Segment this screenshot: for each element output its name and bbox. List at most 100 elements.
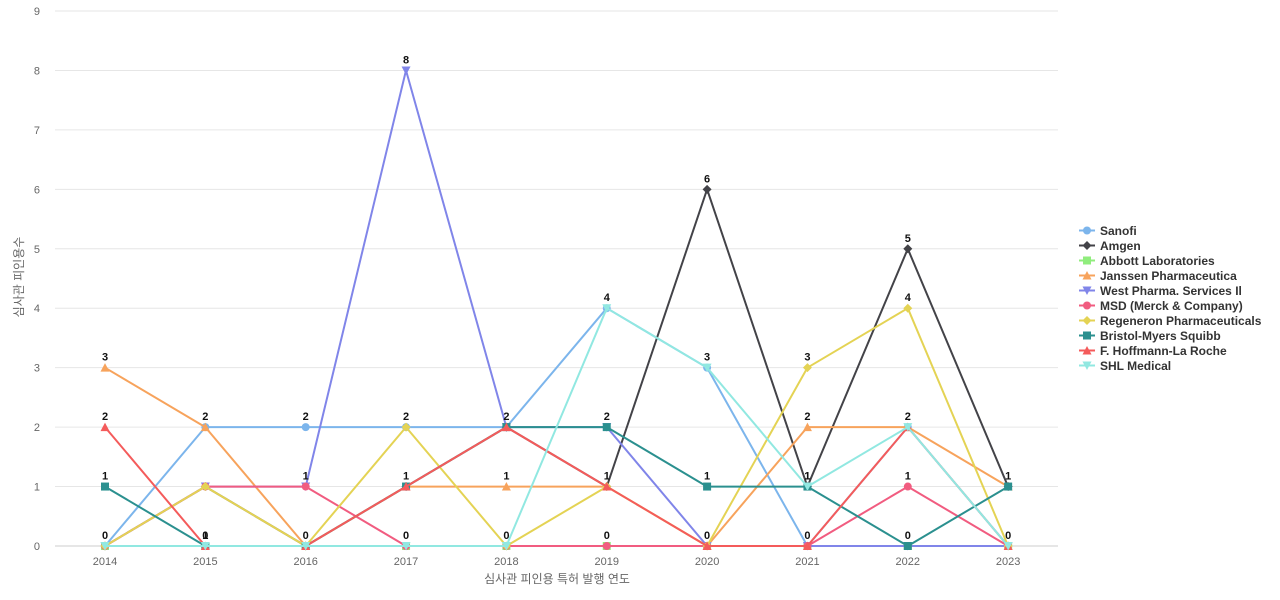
data-label: 3 bbox=[704, 352, 710, 364]
legend-item[interactable]: West Pharma. Services Il bbox=[1078, 283, 1261, 298]
x-tick-label: 2023 bbox=[996, 556, 1020, 568]
data-label: 0 bbox=[503, 530, 509, 542]
x-tick-label: 2019 bbox=[595, 556, 619, 568]
legend-symbol bbox=[1079, 301, 1095, 310]
y-axis-ticks: 0 1 2 3 4 5 6 7 8 9 bbox=[34, 6, 40, 553]
data-point[interactable] bbox=[903, 542, 912, 550]
data-label: 1 bbox=[905, 471, 911, 483]
data-point[interactable] bbox=[802, 422, 812, 432]
x-tick-label: 2021 bbox=[795, 556, 819, 568]
legend-symbol bbox=[1079, 361, 1095, 370]
data-label: 0 bbox=[1005, 530, 1011, 542]
data-point[interactable] bbox=[1004, 482, 1013, 491]
legend-item[interactable]: F. Hoffmann-La Roche bbox=[1078, 343, 1261, 358]
x-tick-label: 2018 bbox=[494, 556, 518, 568]
data-point[interactable] bbox=[903, 244, 913, 254]
data-point[interactable] bbox=[602, 542, 611, 550]
legend-label: F. Hoffmann-La Roche bbox=[1100, 343, 1227, 358]
data-point[interactable] bbox=[903, 423, 913, 432]
x-tick-label: 2017 bbox=[394, 556, 418, 568]
legend: Sanofi Amgen Abbott Laboratories Janssen Ph… bbox=[1078, 223, 1261, 373]
data-label: 0 bbox=[403, 530, 409, 542]
x-tick-label: 2014 bbox=[93, 556, 117, 568]
data-label: 2 bbox=[102, 411, 108, 423]
legend-symbol bbox=[1079, 241, 1095, 250]
grid-lines bbox=[55, 10, 1058, 547]
y-axis-title: 심사관 피인용수 bbox=[12, 237, 26, 318]
legend-marker bbox=[1082, 316, 1092, 325]
data-point[interactable] bbox=[200, 422, 210, 432]
legend-label: West Pharma. Services Il bbox=[1100, 283, 1242, 298]
data-label: 0 bbox=[704, 530, 710, 542]
data-point[interactable] bbox=[401, 422, 411, 432]
x-axis-ticks: 2014 2015 2016 2017 2018 2019 2020 2021 2022 2023 bbox=[93, 556, 1021, 568]
data-label: 0 bbox=[102, 530, 108, 542]
data-point[interactable] bbox=[101, 482, 109, 491]
data-point[interactable] bbox=[501, 542, 511, 551]
data-point[interactable] bbox=[301, 542, 311, 551]
data-point[interactable] bbox=[200, 482, 210, 492]
x-tick-label: 2022 bbox=[896, 556, 920, 568]
data-point[interactable] bbox=[100, 363, 110, 372]
data-label: 0 bbox=[202, 530, 208, 542]
data-point[interactable] bbox=[903, 303, 913, 313]
legend-symbol bbox=[1079, 286, 1095, 295]
data-point[interactable] bbox=[100, 422, 110, 432]
data-point[interactable] bbox=[401, 542, 411, 551]
legend-item[interactable]: Bristol-Myers Squibb bbox=[1078, 328, 1261, 343]
legend-marker bbox=[1082, 271, 1092, 280]
data-point[interactable] bbox=[602, 482, 612, 491]
data-point[interactable] bbox=[802, 482, 812, 492]
data-point[interactable] bbox=[501, 482, 511, 491]
data-point[interactable] bbox=[301, 423, 310, 432]
legend-item[interactable]: MSD (Merck & Company) bbox=[1078, 298, 1261, 313]
legend-marker bbox=[1082, 346, 1092, 355]
legend-label: MSD (Merck & Company) bbox=[1100, 298, 1243, 313]
data-label: 1 bbox=[804, 471, 810, 483]
data-point[interactable] bbox=[702, 541, 712, 551]
data-point[interactable] bbox=[1003, 542, 1013, 551]
data-point[interactable] bbox=[301, 482, 310, 491]
legend-item[interactable]: Amgen bbox=[1078, 238, 1261, 253]
legend-item[interactable]: Janssen Pharmaceutica bbox=[1078, 268, 1261, 283]
legend-item[interactable]: Abbott Laboratories bbox=[1078, 253, 1261, 268]
data-label: 0 bbox=[905, 530, 911, 542]
data-point[interactable] bbox=[100, 542, 110, 551]
data-point[interactable] bbox=[802, 541, 812, 551]
legend-item[interactable]: Regeneron Pharmaceuticals bbox=[1078, 313, 1261, 328]
legend-item[interactable]: SHL Medical bbox=[1078, 358, 1261, 373]
data-point[interactable] bbox=[501, 422, 511, 432]
legend-marker bbox=[1083, 256, 1091, 265]
data-label: 1 bbox=[403, 471, 409, 483]
data-point[interactable] bbox=[401, 482, 411, 491]
y-tick-label: 9 bbox=[34, 6, 40, 18]
y-tick-label: 2 bbox=[34, 422, 40, 434]
data-point[interactable] bbox=[702, 363, 712, 373]
data-label: 2 bbox=[303, 411, 309, 423]
legend-marker bbox=[1082, 241, 1092, 250]
data-label: 1 bbox=[102, 471, 108, 483]
data-label: 2 bbox=[905, 411, 911, 423]
data-label: 0 bbox=[303, 530, 309, 542]
series-group bbox=[100, 304, 1013, 551]
data-point[interactable] bbox=[703, 482, 712, 491]
legend-symbol bbox=[1079, 226, 1095, 235]
data-point[interactable] bbox=[702, 184, 712, 194]
data-point[interactable] bbox=[602, 304, 612, 313]
legend-symbol bbox=[1079, 346, 1095, 355]
data-label: 1 bbox=[704, 471, 710, 483]
data-point[interactable] bbox=[401, 66, 411, 75]
data-label: 4 bbox=[905, 292, 912, 304]
legend-label: Janssen Pharmaceutica bbox=[1100, 268, 1237, 283]
y-tick-label: 7 bbox=[34, 125, 40, 137]
data-point[interactable] bbox=[602, 423, 611, 432]
legend-item[interactable]: Sanofi bbox=[1078, 223, 1261, 238]
data-point[interactable] bbox=[903, 482, 912, 491]
y-tick-label: 4 bbox=[34, 303, 40, 315]
data-point[interactable] bbox=[200, 542, 210, 551]
y-tick-label: 5 bbox=[34, 244, 40, 256]
y-tick-label: 8 bbox=[34, 65, 40, 77]
data-point[interactable] bbox=[802, 363, 812, 373]
legend-label: Sanofi bbox=[1100, 223, 1137, 238]
